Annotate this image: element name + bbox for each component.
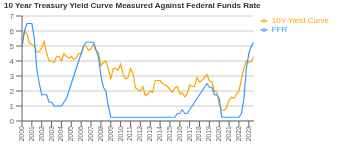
svg-text:3: 3 xyxy=(10,72,15,81)
svg-text:2012: 2012 xyxy=(136,126,143,142)
svg-text:2018: 2018 xyxy=(195,126,202,142)
svg-text:0: 0 xyxy=(10,117,15,126)
svg-text:1: 1 xyxy=(10,102,15,111)
svg-text:2011: 2011 xyxy=(126,126,133,141)
svg-text:2: 2 xyxy=(10,87,15,96)
svg-text:7: 7 xyxy=(10,12,15,21)
svg-text:2022: 2022 xyxy=(235,126,242,142)
svg-text:2014: 2014 xyxy=(156,126,163,142)
svg-text:2010: 2010 xyxy=(117,126,124,142)
svg-text:2016: 2016 xyxy=(176,126,183,142)
svg-text:2000: 2000 xyxy=(18,126,25,142)
svg-text:2008: 2008 xyxy=(97,126,104,142)
svg-text:2021: 2021 xyxy=(225,126,232,142)
svg-text:2005: 2005 xyxy=(67,126,74,142)
html-text:FFR: FFR xyxy=(271,25,288,34)
svg-text:2001: 2001 xyxy=(28,126,35,142)
svg-text:2006: 2006 xyxy=(77,126,84,142)
svg-text:2007: 2007 xyxy=(87,126,94,142)
svg-text:2002: 2002 xyxy=(38,126,45,142)
svg-text:6: 6 xyxy=(10,27,15,36)
svg-text:5: 5 xyxy=(10,42,15,51)
svg-text:2020: 2020 xyxy=(215,126,222,142)
svg-text:2015: 2015 xyxy=(166,126,173,142)
svg-text:4: 4 xyxy=(10,57,15,66)
html-text:10Y Yield Curve: 10Y Yield Curve xyxy=(271,16,329,25)
svg-text:2017: 2017 xyxy=(186,126,193,142)
html-text:10 Year Treasury Yield Curve M: 10 Year Treasury Yield Curve Measured Ag… xyxy=(4,1,261,10)
svg-text:2019: 2019 xyxy=(205,126,212,142)
svg-text:2004: 2004 xyxy=(57,126,64,142)
svg-text:2023: 2023 xyxy=(245,126,252,142)
svg-text:2003: 2003 xyxy=(48,126,55,142)
svg-text:2009: 2009 xyxy=(107,126,114,142)
svg-text:2013: 2013 xyxy=(146,126,153,142)
